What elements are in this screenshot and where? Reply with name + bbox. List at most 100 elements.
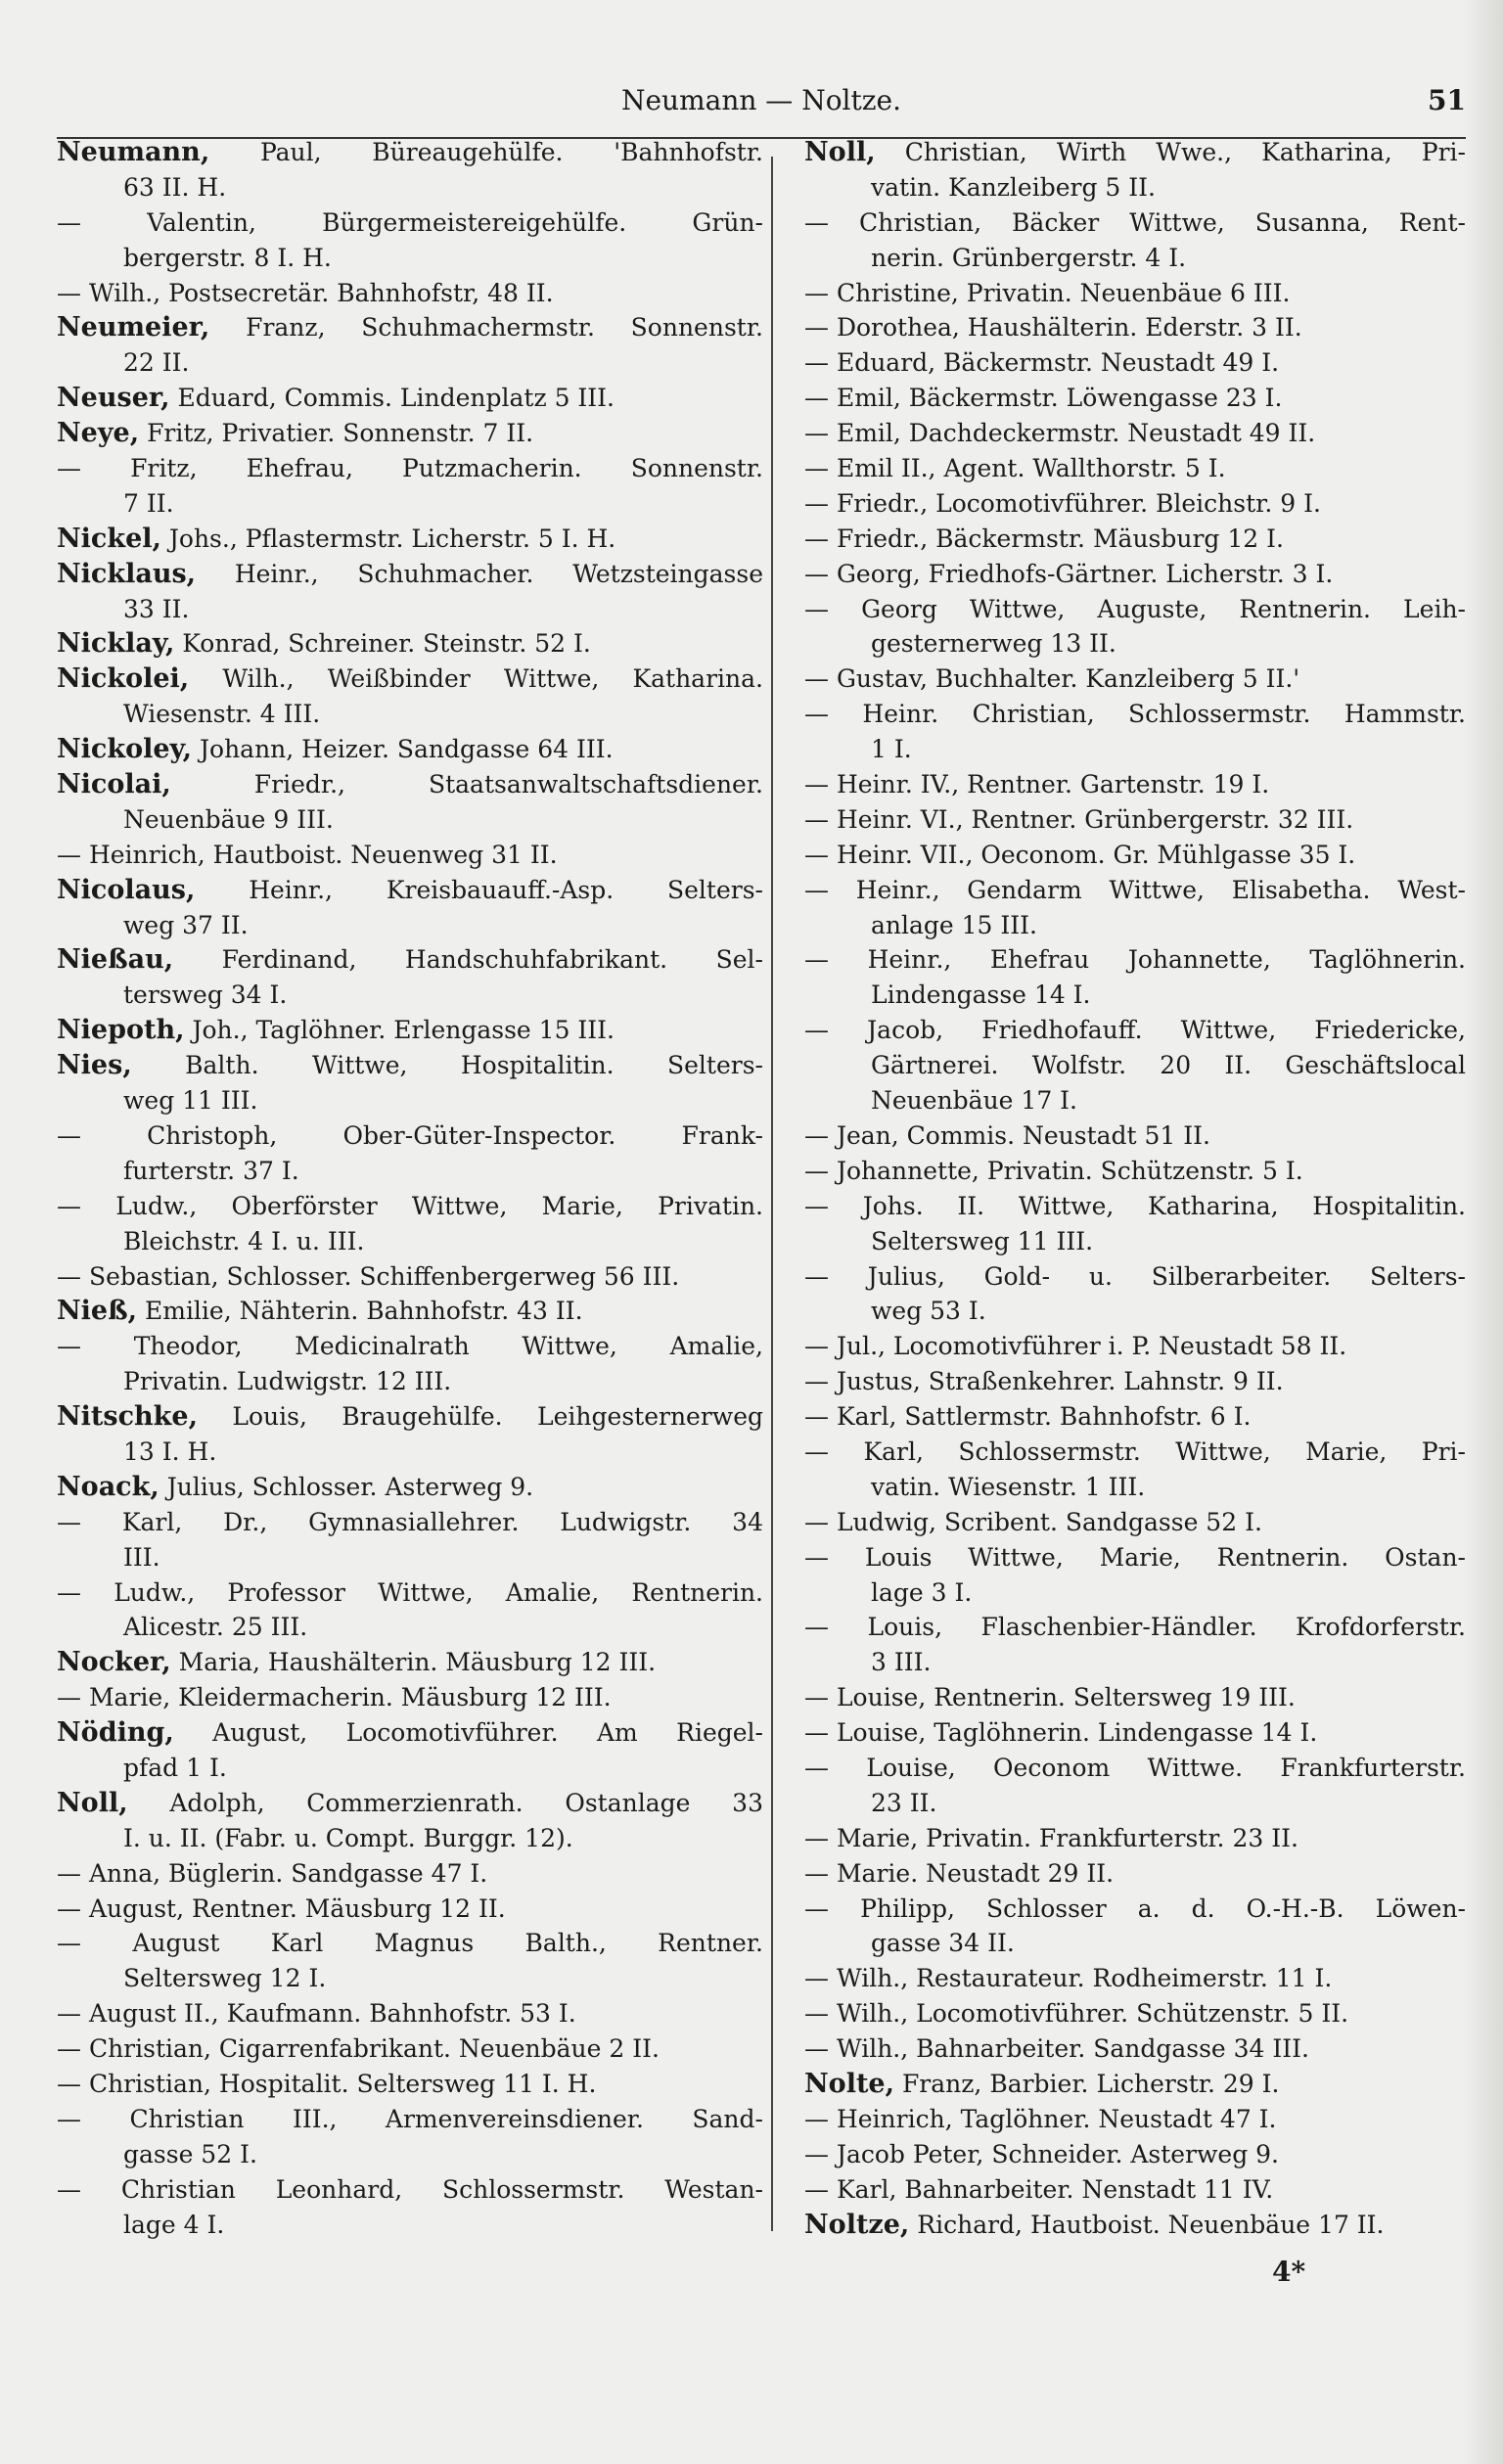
directory-entry: Nickoley, Johann, Heizer. Sandgasse 64 I… [57, 732, 763, 767]
entry-first-line: — Marie, Privatin. Frankfurterstr. 23 II… [804, 1821, 1466, 1856]
entry-text: Richard, Hautboist. Neuenbäue 17 II. [917, 2210, 1385, 2239]
ditto-dash: — [804, 1753, 829, 1782]
entry-text: Eduard, Bäckermstr. Neustadt 49 I. [836, 348, 1280, 378]
surname: Nicklaus, [57, 558, 197, 589]
ditto-dash: — [57, 1507, 81, 1536]
directory-entry: Nocker, Maria, Haushälterin. Mäusburg 12… [57, 1645, 763, 1680]
entry-first-line: — Marie, Kleidermacherin. Mäusburg 12 II… [57, 1680, 763, 1715]
entry-text: Emil, Bäckermstr. Löwengasse 23 I. [836, 384, 1283, 413]
ditto-dash: — [804, 1718, 829, 1748]
entry-first-line: Neumann, Paul, Büreaugehülfe. 'Bahnhofst… [57, 135, 763, 170]
entry-first-line: — Heinr. VII., Oeconom. Gr. Mühlgasse 35… [804, 838, 1466, 873]
directory-entry: Noltze, Richard, Hautboist. Neuenbäue 17… [804, 2208, 1466, 2243]
ditto-dash: — [804, 664, 829, 694]
entry-text: Louis Wittwe, Marie, Rentnerin. Ostan- [864, 1542, 1466, 1572]
ditto-dash: — [804, 1437, 829, 1466]
surname: Niepoth, [57, 1015, 185, 1046]
entry-text: I. u. II. (Fabr. u. Compt. Burggr. 12). [123, 1823, 573, 1852]
directory-entry: — Philipp, Schlosser a. d. O.-H.-B. Löwe… [804, 1892, 1466, 1962]
entry-text: Wilh., Weißbinder Wittwe, Katharina. [222, 664, 763, 694]
directory-entry: — Christine, Privatin. Neuenbäue 6 III. [804, 276, 1466, 311]
directory-entry: — August, Rentner. Mäusburg 12 II. [57, 1892, 763, 1927]
entry-text: Friedr., Bäckermstr. Mäusburg 12 I. [836, 524, 1284, 553]
entry-text: Johannette, Privatin. Schützenstr. 5 I. [836, 1156, 1303, 1185]
entry-first-line: — Georg, Friedhofs-Gärtner. Licherstr. 3… [804, 557, 1466, 592]
entry-first-line: — Emil, Dachdeckermstr. Neustadt 49 II. [804, 416, 1466, 451]
ditto-dash: — [804, 2174, 829, 2204]
directory-entry: — Friedr., Bäckermstr. Mäusburg 12 I. [804, 522, 1466, 557]
entry-continuation-line: bergerstr. 8 I. H. [57, 241, 763, 276]
entry-text: 3 III. [871, 1648, 932, 1677]
ditto-dash: — [804, 348, 829, 378]
header-title: Neumann — Noltze. [620, 84, 901, 116]
entry-first-line: Noll, Christian, Wirth Wwe., Katharina, … [804, 135, 1466, 170]
entry-first-line: — Emil II., Agent. Wallthorstr. 5 I. [804, 451, 1466, 486]
directory-entry: — Georg, Friedhofs-Gärtner. Licherstr. 3… [804, 557, 1466, 592]
ditto-dash: — [57, 278, 81, 307]
entry-first-line: — Christine, Privatin. Neuenbäue 6 III. [804, 276, 1466, 311]
directory-entry: Nickel, Johs., Pflastermstr. Licherstr. … [57, 522, 763, 557]
ditto-dash: — [57, 1894, 81, 1923]
entry-first-line: Nocker, Maria, Haushälterin. Mäusburg 12… [57, 1645, 763, 1680]
directory-entry: — Emil II., Agent. Wallthorstr. 5 I. [804, 451, 1466, 486]
surname: Noack, [57, 1471, 159, 1502]
entry-text: Christian, Bäcker Wittwe, Susanna, Rent- [859, 207, 1466, 237]
ditto-dash: — [804, 945, 829, 975]
ditto-dash: — [57, 2034, 81, 2064]
entry-first-line: — Karl, Schlossermstr. Wittwe, Marie, Pr… [804, 1435, 1466, 1470]
ditto-dash: — [57, 840, 81, 869]
entry-first-line: — Valentin, Bürgermeistereigehülfe. Grün… [57, 205, 763, 241]
entry-text: Dorothea, Haushälterin. Ederstr. 3 II. [836, 313, 1302, 342]
entry-text: lage 3 I. [871, 1577, 973, 1607]
ditto-dash: — [804, 1858, 829, 1888]
entry-text: 23 II. [871, 1788, 937, 1817]
entry-continuation-line: 33 II. [57, 592, 763, 627]
ditto-dash: — [804, 384, 829, 413]
entry-text: Karl, Schlossermstr. Wittwe, Marie, Pri- [863, 1437, 1466, 1466]
entry-text: Heinr. IV., Rentner. Gartenstr. 19 I. [836, 770, 1270, 799]
entry-continuation-line: weg 37 II. [57, 908, 763, 943]
entry-continuation-line: pfad 1 I. [57, 1751, 763, 1786]
entry-text: Christian, Hospitalit. Seltersweg 11 I. … [88, 2069, 597, 2098]
ditto-dash: — [804, 1191, 829, 1220]
entry-text: Louise, Rentnerin. Seltersweg 19 III. [836, 1683, 1296, 1712]
entry-text: Christoph, Ober-Güter-Inspector. Frank- [147, 1120, 763, 1150]
entry-first-line: — Wilh., Bahnarbeiter. Sandgasse 34 III. [804, 2031, 1466, 2067]
entry-continuation-line: Bleichstr. 4 I. u. III. [57, 1224, 763, 1259]
entry-text: Johann, Heizer. Sandgasse 64 III. [200, 735, 614, 764]
entry-first-line: Nicolai, Friedr., Staatsanwaltschaftsdie… [57, 767, 763, 802]
ditto-dash: — [804, 1823, 829, 1852]
directory-entry: — Julius, Gold- u. Silberarbeiter. Selte… [804, 1259, 1466, 1330]
entry-first-line: — Theodor, Medicinalrath Wittwe, Amalie, [57, 1329, 763, 1364]
entry-continuation-line: Seltersweg 11 III. [804, 1224, 1466, 1259]
directory-entry: — Wilh., Locomotivführer. Schützenstr. 5… [804, 1996, 1466, 2031]
entry-text: August, Rentner. Mäusburg 12 II. [88, 1894, 506, 1923]
directory-entry: — Heinr. IV., Rentner. Gartenstr. 19 I. [804, 767, 1466, 802]
ditto-dash: — [804, 2034, 829, 2064]
directory-entry: Nicolai, Friedr., Staatsanwaltschaftsdie… [57, 767, 763, 838]
entry-text: Neuenbäue 9 III. [123, 804, 334, 834]
entry-first-line: Nitschke, Louis, Braugehülfe. Leihgester… [57, 1399, 763, 1435]
entry-first-line: Nicklay, Konrad, Schreiner. Steinstr. 52… [57, 626, 763, 662]
entry-text: Fritz, Privatier. Sonnenstr. 7 II. [147, 419, 534, 448]
entry-text: Heinr., Kreisbauauff.-Asp. Selters- [249, 875, 763, 904]
surname: Neumann, [57, 137, 210, 167]
entry-text: Wilh., Locomotivführer. Schützenstr. 5 I… [836, 1999, 1349, 2029]
entry-first-line: — Heinr., Ehefrau Johannette, Taglöhneri… [804, 942, 1466, 978]
entry-first-line: — Eduard, Bäckermstr. Neustadt 49 I. [804, 345, 1466, 381]
entry-first-line: — Johannette, Privatin. Schützenstr. 5 I… [804, 1154, 1466, 1189]
directory-entry: Nolte, Franz, Barbier. Licherstr. 29 I. [804, 2067, 1466, 2102]
ditto-dash: — [804, 1999, 829, 2029]
directory-entry: Noll, Adolph, Commerzienrath. Ostanlage … [57, 1786, 763, 1856]
entry-text: Johs. II. Wittwe, Katharina, Hospitaliti… [862, 1191, 1466, 1220]
directory-entry: — Friedr., Locomotivführer. Bleichstr. 9… [804, 486, 1466, 522]
directory-entry: Nies, Balth. Wittwe, Hospitalitin. Selte… [57, 1048, 763, 1118]
entry-text: 63 II. H. [123, 172, 227, 202]
ditto-dash: — [804, 1542, 829, 1572]
entry-text: Ludw., Professor Wittwe, Amalie, Rentner… [114, 1577, 763, 1607]
entry-first-line: — Karl, Dr., Gymnasiallehrer. Ludwigstr.… [57, 1505, 763, 1540]
entry-text: August II., Kaufmann. Bahnhofstr. 53 I. [88, 1999, 576, 2029]
entry-text: Karl, Bahnarbeiter. Nenstadt 11 IV. [836, 2174, 1274, 2204]
directory-entry: — Ludwig, Scribent. Sandgasse 52 I. [804, 1505, 1466, 1540]
entry-text: Wilh., Restaurateur. Rodheimerstr. 11 I. [836, 1964, 1333, 1993]
